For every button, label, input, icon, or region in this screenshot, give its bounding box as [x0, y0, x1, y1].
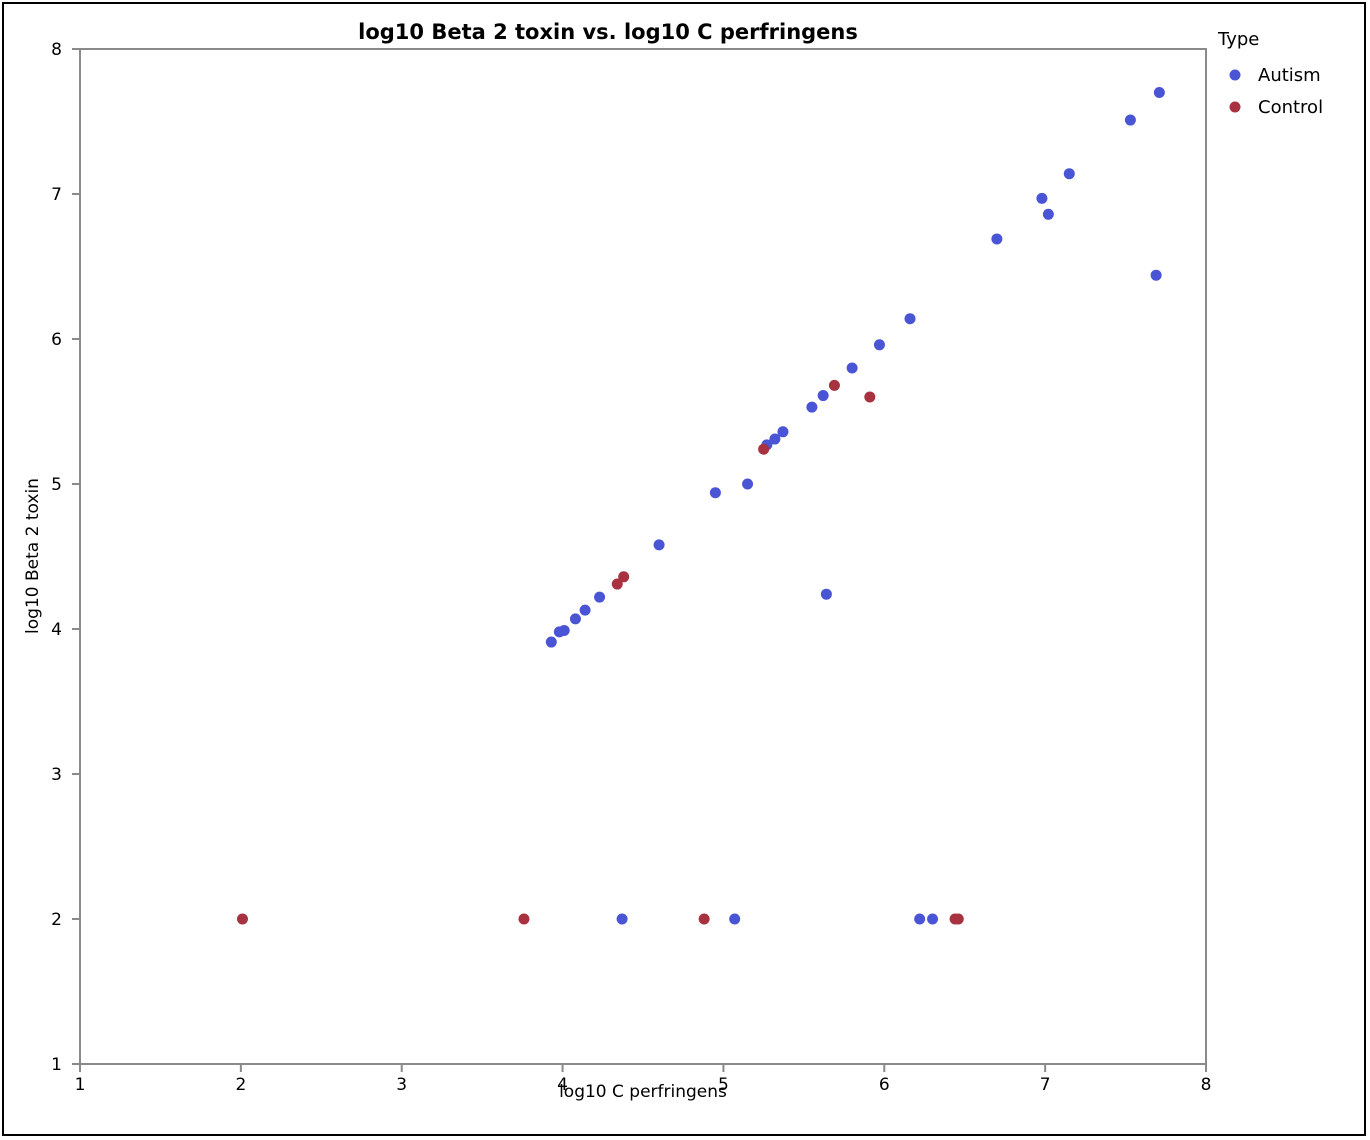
y-tick-label: 6	[51, 330, 62, 350]
data-point-autism	[545, 636, 557, 648]
x-tick-label: 5	[718, 1075, 729, 1095]
y-tick-label: 5	[51, 475, 62, 495]
y-tick-label: 7	[51, 185, 62, 205]
data-point-autism	[769, 433, 781, 445]
data-point-control	[236, 913, 248, 925]
data-point-autism	[594, 591, 606, 603]
data-point-autism	[653, 539, 665, 551]
data-point-autism	[914, 913, 926, 925]
data-point-control	[698, 913, 710, 925]
legend-marker-control	[1229, 101, 1241, 113]
data-point-control	[828, 379, 840, 391]
plot-area	[79, 48, 1207, 1065]
data-point-autism	[846, 362, 858, 374]
x-tick-label: 8	[1201, 1075, 1212, 1095]
legend-label-autism: Autism	[1258, 65, 1321, 86]
data-point-autism	[806, 401, 818, 413]
y-tick-label: 2	[51, 910, 62, 930]
y-tick-label: 1	[51, 1055, 62, 1075]
data-point-control	[758, 443, 770, 455]
data-point-control	[952, 913, 964, 925]
data-point-control	[618, 571, 630, 583]
data-point-autism	[991, 233, 1003, 245]
data-point-autism	[873, 339, 885, 351]
data-point-autism	[558, 624, 570, 636]
x-tick-label: 7	[1040, 1075, 1051, 1095]
data-point-autism	[579, 604, 591, 616]
data-point-control	[611, 578, 623, 590]
legend-title: Type	[1217, 29, 1259, 50]
data-point-autism	[1063, 168, 1075, 180]
legend: Type Autism Control	[1217, 29, 1323, 118]
data-point-autism	[616, 913, 628, 925]
data-point-autism	[709, 487, 721, 499]
data-point-autism	[927, 913, 939, 925]
data-point-autism	[1036, 192, 1048, 204]
data-point-autism	[1153, 87, 1165, 98]
data-point-autism	[1150, 269, 1162, 281]
y-tick-label: 4	[51, 620, 62, 640]
data-point-autism	[1042, 208, 1054, 220]
chart-title: log10 Beta 2 toxin vs. log10 C perfringe…	[358, 20, 858, 44]
y-tick-label: 8	[51, 40, 62, 60]
data-point-autism	[904, 313, 916, 325]
data-point-autism	[729, 913, 741, 925]
x-tick-label: 6	[879, 1075, 890, 1095]
x-tick-label: 1	[75, 1075, 86, 1095]
x-tick-label: 3	[396, 1075, 407, 1095]
legend-label-control: Control	[1258, 97, 1323, 118]
data-point-control	[518, 913, 530, 925]
x-tick-label: 4	[557, 1075, 568, 1095]
data-point-autism	[820, 588, 832, 600]
data-point-autism	[817, 390, 829, 402]
legend-marker-autism	[1229, 69, 1241, 81]
data-point-autism	[1124, 114, 1136, 126]
data-point-autism	[777, 426, 789, 438]
data-point-autism	[569, 613, 581, 625]
x-tick-label: 2	[235, 1075, 246, 1095]
x-axis-title: log10 C perfringens	[559, 1082, 727, 1102]
x-axis: 1 2 3 4 5 6 7 8	[75, 1064, 1212, 1095]
data-points	[236, 87, 1165, 925]
data-point-control	[864, 391, 876, 403]
y-axis: 1 2 3 4 5 6 7 8	[51, 40, 80, 1075]
data-point-autism	[742, 478, 754, 490]
y-axis-title: log10 Beta 2 toxin	[23, 478, 43, 634]
y-tick-label: 3	[51, 765, 62, 785]
